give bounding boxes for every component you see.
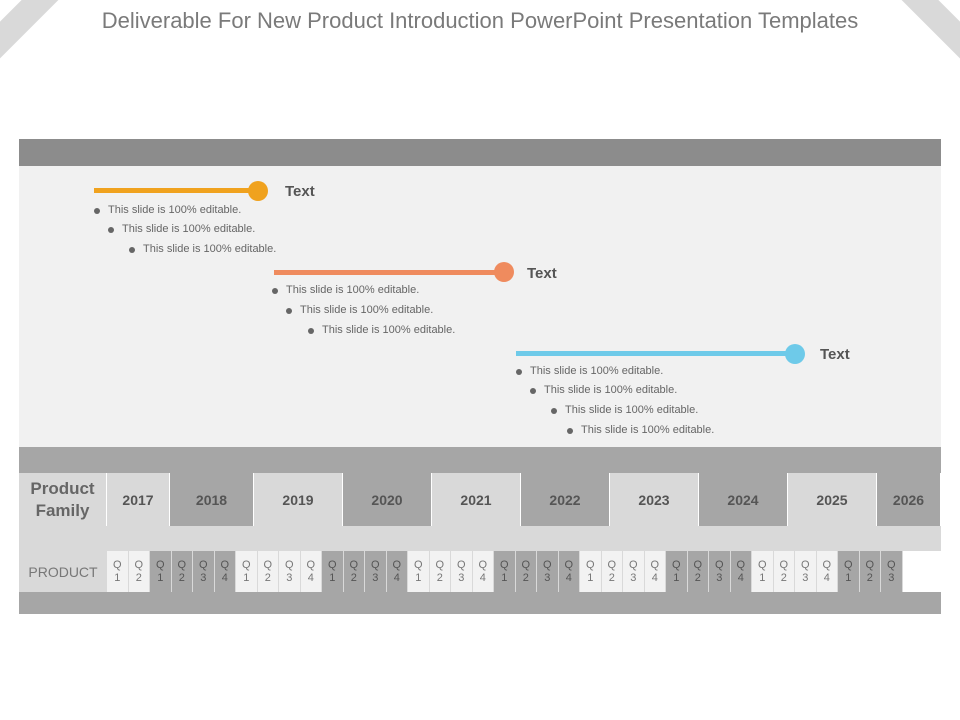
year-cell: 2020: [343, 473, 432, 526]
milestone-3-track: [516, 351, 798, 356]
divider-band: [19, 447, 941, 473]
year-cell: 2017: [107, 473, 170, 526]
milestone-3-bullet: This slide is 100% editable.: [515, 365, 664, 377]
product-label: PRODUCT: [19, 551, 107, 592]
milestone-1-bullet: This slide is 100% editable.: [128, 243, 277, 255]
milestone-2-bullet: This slide is 100% editable.: [307, 324, 456, 336]
milestone-2-bullet: This slide is 100% editable.: [271, 284, 420, 296]
year-cell: 2018: [170, 473, 254, 526]
year-header-row: Product Family 2017 2018 2019 2020 2021 2…: [19, 473, 941, 526]
milestone-2-dot: [494, 262, 514, 282]
milestone-3-dot: [785, 344, 805, 364]
year-cell: 2021: [432, 473, 521, 526]
year-cell: 2026: [877, 473, 941, 526]
milestone-1-track: [94, 188, 262, 193]
milestone-1-bullet: This slide is 100% editable.: [93, 204, 242, 216]
spacer-band: [19, 526, 941, 551]
year-cell: 2023: [610, 473, 699, 526]
milestone-1-label: Text: [285, 183, 315, 200]
year-cell: 2019: [254, 473, 343, 526]
milestone-2-track: [274, 270, 508, 275]
milestone-3-bullet: This slide is 100% editable.: [550, 404, 699, 416]
milestone-2-label: Text: [527, 265, 557, 282]
year-cell: 2024: [699, 473, 788, 526]
year-cell: 2022: [521, 473, 610, 526]
milestone-3-label: Text: [820, 346, 850, 363]
milestone-3-bullet: This slide is 100% editable.: [529, 384, 678, 396]
milestone-1-bullet: This slide is 100% editable.: [107, 223, 256, 235]
timeline-panel: [19, 166, 941, 447]
year-cell: 2025: [788, 473, 877, 526]
product-family-header: Product Family: [19, 473, 107, 526]
milestone-1-dot: [248, 181, 268, 201]
header-band: [19, 139, 941, 166]
footer-band: [19, 592, 941, 614]
milestone-2-bullet: This slide is 100% editable.: [285, 304, 434, 316]
slide-title: Deliverable For New Product Introduction…: [101, 8, 859, 33]
milestone-3-bullet: This slide is 100% editable.: [566, 424, 715, 436]
